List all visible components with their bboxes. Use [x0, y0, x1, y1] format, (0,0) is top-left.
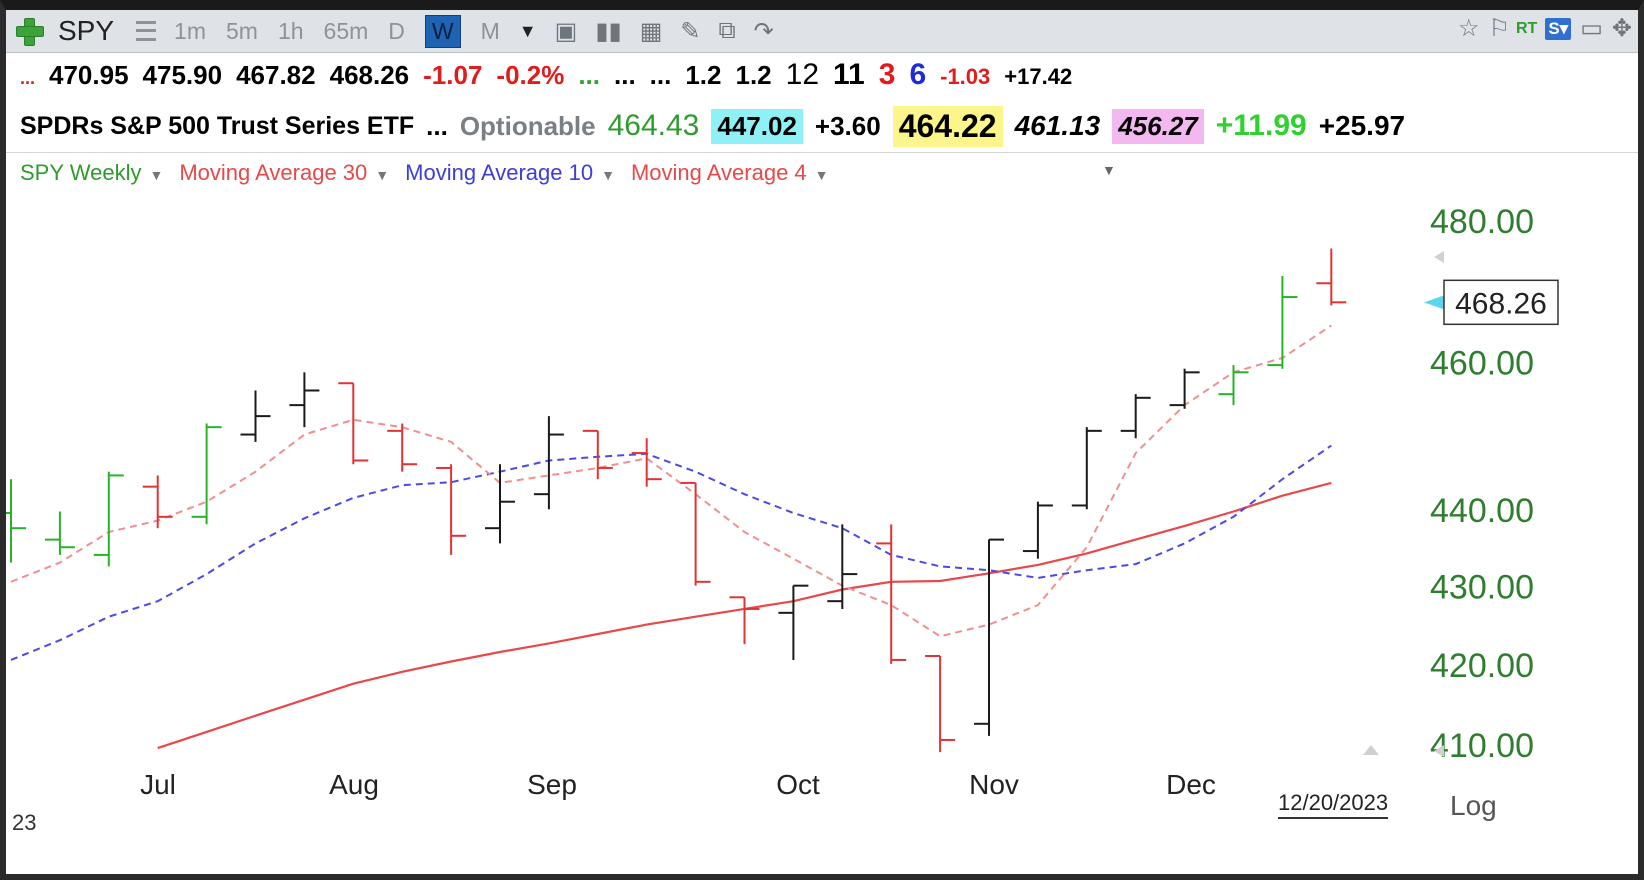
- x-tick-label: Sep: [527, 769, 577, 800]
- legend-ma10[interactable]: Moving Average 10 ▼: [405, 160, 615, 186]
- dropdown-icon[interactable]: ▼: [375, 167, 390, 183]
- quote-low: 467.82: [236, 60, 316, 90]
- scan-icon[interactable]: S▾: [1545, 17, 1572, 40]
- add-symbol-icon[interactable]: [14, 16, 44, 46]
- quote-change: -1.07: [423, 60, 483, 90]
- quote-dots-1: ...: [578, 60, 600, 90]
- x-tick-label: Oct: [776, 769, 820, 800]
- quote-close: 468.26: [329, 60, 410, 90]
- quote-prefix: ...: [20, 68, 36, 88]
- axis-marker-icon: [1434, 251, 1444, 263]
- quote-dots-2: ...: [614, 60, 636, 90]
- star-icon[interactable]: ☆: [1457, 15, 1480, 42]
- quote-v1: 1.2: [685, 60, 722, 90]
- quote-chg3: +17.42: [1004, 64, 1073, 89]
- quote-v2: 1.2: [735, 60, 772, 90]
- x-tick-label: Jul: [140, 769, 176, 800]
- calculator-icon[interactable]: ▦: [639, 17, 663, 45]
- log-toggle[interactable]: Log: [1450, 790, 1497, 821]
- quote-n3: 3: [878, 58, 896, 91]
- chart-type-icon[interactable]: ▣: [554, 17, 578, 45]
- info-dots: ...: [426, 110, 448, 141]
- divider: [6, 152, 1638, 153]
- info-v3: +3.60: [814, 110, 881, 141]
- last-price-label: 468.26: [1455, 287, 1547, 320]
- legend-label: Moving Average 4: [630, 160, 807, 185]
- date-label[interactable]: 12/20/2023: [1278, 790, 1389, 819]
- dropdown-icon[interactable]: ▼: [601, 167, 615, 183]
- info-v4: 464.22: [892, 105, 1003, 147]
- legend-label: Moving Average 10: [405, 160, 594, 185]
- price-chart: 480.00 460.00 440.00 430.00 420.00 410.00 468.…: [6, 203, 1559, 800]
- quote-n4: 6: [909, 58, 927, 91]
- quote-row: ... 470.95 475.90 467.82 468.26 -1.07 -0…: [20, 58, 1086, 94]
- legend-more-icon[interactable]: ▼: [1102, 162, 1116, 178]
- info-v7: +11.99: [1215, 109, 1307, 142]
- quote-n1: 12: [785, 58, 820, 91]
- realtime-icon[interactable]: RT: [1516, 19, 1538, 37]
- symbol-label[interactable]: SPY: [58, 15, 115, 46]
- study-legend: SPY Weekly ▼ Moving Average 30 ▼ Moving Av…: [20, 160, 845, 186]
- corner-label: 23: [12, 810, 37, 835]
- y-tick-label: 430.00: [1430, 569, 1534, 607]
- legend-ma30[interactable]: Moving Average 30 ▼: [179, 160, 389, 186]
- timeframe-1m[interactable]: 1m: [174, 17, 206, 44]
- ma4-line: [10, 324, 1332, 638]
- y-tick-label: 410.00: [1430, 727, 1534, 765]
- instrument-name: SPDRs S&P 500 Trust Series ETF: [20, 111, 415, 140]
- dropdown-icon[interactable]: ▼: [814, 167, 829, 183]
- timeframe-d[interactable]: D: [388, 17, 405, 44]
- y-tick-label: 480.00: [1430, 203, 1534, 241]
- quote-high: 475.90: [142, 60, 223, 90]
- quote-dots-3: ...: [649, 60, 672, 90]
- x-tick-label: Nov: [969, 769, 1019, 800]
- quote-open: 470.95: [49, 60, 129, 90]
- info-v2: 447.02: [711, 108, 803, 144]
- info-row: SPDRs S&P 500 Trust Series ETF ... Optio…: [20, 104, 1417, 148]
- timeframe-5m[interactable]: 5m: [225, 17, 258, 44]
- quote-pct-change: -0.2%: [496, 60, 565, 90]
- quote-chg2: -1.03: [940, 64, 991, 89]
- legend-label: Moving Average 30: [179, 160, 368, 185]
- flag-icon[interactable]: ⚐: [1488, 15, 1510, 42]
- save-icon[interactable]: ▭: [1580, 15, 1603, 42]
- share-icon[interactable]: ↷: [753, 17, 774, 45]
- quote-n2: 11: [833, 58, 865, 91]
- info-v6: 456.27: [1112, 108, 1204, 144]
- pencil-icon[interactable]: ✎: [680, 17, 701, 45]
- move-icon[interactable]: ✥: [1611, 15, 1632, 42]
- y-tick-label: 420.00: [1430, 647, 1534, 685]
- timeframe-65m[interactable]: 65m: [323, 17, 369, 44]
- last-price-marker-icon: [1424, 295, 1444, 310]
- last-price-box: [1443, 279, 1559, 326]
- legend-label: SPY Weekly: [20, 160, 142, 185]
- ma10-line: [10, 444, 1332, 661]
- info-v5: 461.13: [1014, 110, 1101, 141]
- list-menu-icon[interactable]: [128, 18, 157, 44]
- bar-style-icon[interactable]: ▮▮: [595, 17, 622, 45]
- legend-spy-weekly[interactable]: SPY Weekly ▼: [20, 160, 163, 186]
- x-tick-label: Dec: [1166, 769, 1216, 800]
- dropdown-icon[interactable]: ▼: [149, 167, 164, 183]
- y-tick-label: 460.00: [1430, 344, 1534, 382]
- toolbar: SPY 1m 5m 1h 65m D W M ▼ ▣ ▮▮ ▦ ✎ ⧉ ↷ ☆ …: [6, 10, 1638, 53]
- info-v1: 464.43: [607, 109, 700, 142]
- info-v8: +25.97: [1318, 110, 1406, 141]
- timeframe-m[interactable]: M: [480, 17, 500, 44]
- legend-ma4[interactable]: Moving Average 4 ▼: [631, 160, 829, 186]
- y-tick-label: 440.00: [1430, 492, 1534, 530]
- optionable-label: Optionable: [459, 110, 596, 141]
- timeframe-w[interactable]: W: [424, 14, 461, 48]
- copy-icon[interactable]: ⧉: [718, 17, 736, 44]
- x-tick-label: Aug: [329, 769, 379, 800]
- toolbar-right: ☆ ⚐ RT S▾ ▭ ✥: [1449, 14, 1632, 43]
- scroll-marker-icon: [1363, 745, 1379, 755]
- axis-marker-icon: [1434, 745, 1444, 757]
- dropdown-arrow-icon[interactable]: ▼: [518, 20, 537, 41]
- timeframe-1h[interactable]: 1h: [277, 17, 304, 44]
